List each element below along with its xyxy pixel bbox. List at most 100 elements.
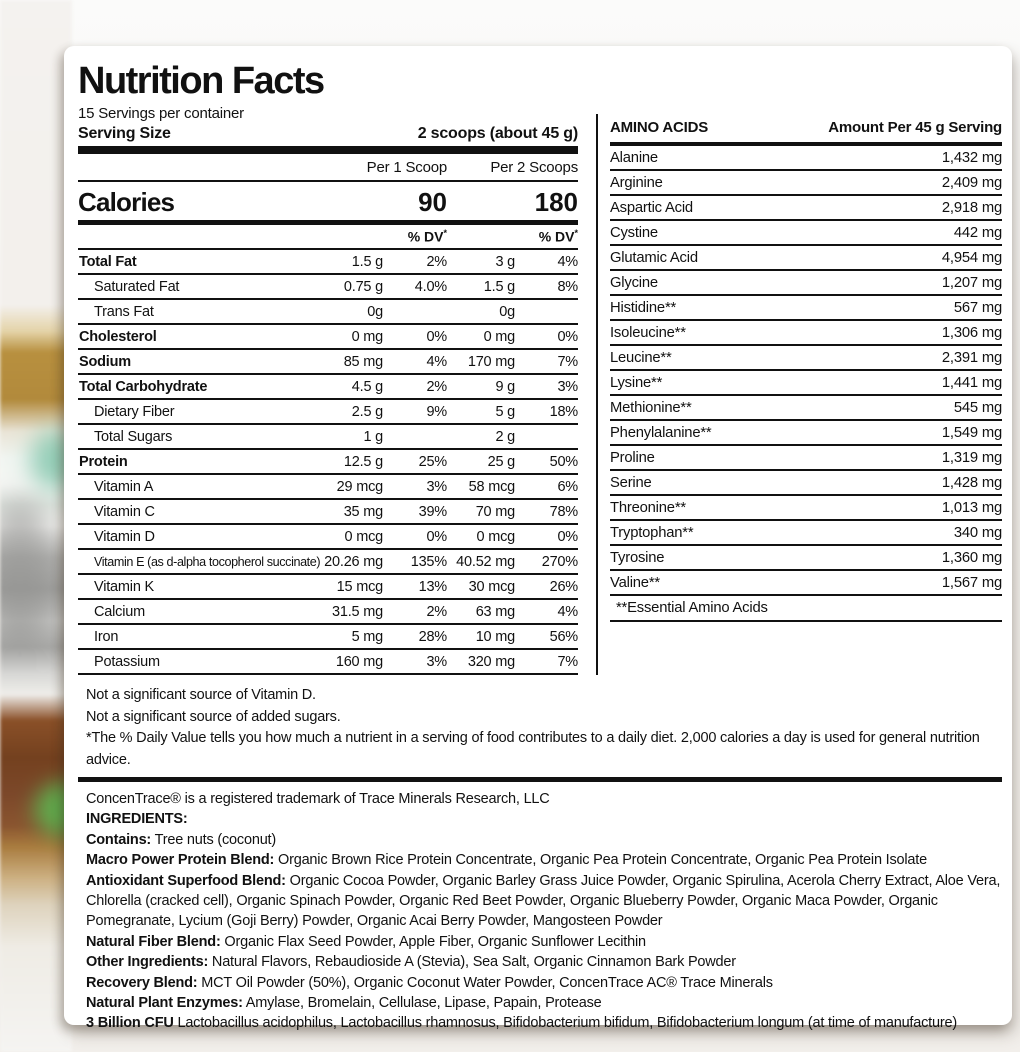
tables-section: Nutrition Facts 15 Servings per containe…: [78, 58, 1002, 675]
dv-per-1-scoop: 135%: [410, 553, 447, 570]
ingredient-blend-name: Macro Power Protein Blend:: [86, 852, 275, 869]
amino-acid-name: Alanine: [610, 149, 658, 166]
ingredient-blend-name: Other Ingredients:: [86, 954, 209, 971]
dv-per-2-scoops: 50%: [549, 453, 579, 470]
nutrient-name: Vitamin D: [94, 528, 155, 545]
amount-per-2-scoops: 70 mg: [475, 503, 516, 520]
blurred-label-text: [0, 500, 50, 650]
ingredient-blend-name: Natural Fiber Blend:: [86, 933, 221, 950]
amount-per-1-scoop: 20.26 mg: [324, 553, 383, 570]
amino-acid-name: Tyrosine: [610, 549, 665, 566]
amino-acid-amount: 1,319 mg: [941, 449, 1002, 466]
serving-size-label: Serving Size: [78, 125, 171, 142]
nutrient-row: Total Fat 1.5 g 2% 3 g 4%: [78, 250, 578, 275]
amount-per-1-scoop: 4.5 g: [351, 378, 383, 395]
amino-acid-amount: 545 mg: [953, 399, 1002, 416]
amount-per-1-scoop: 29 mcg: [336, 478, 384, 495]
nutrient-name: Vitamin C: [94, 503, 155, 520]
ingredients-lines: Contains: Tree nuts (coconut) Macro Powe…: [86, 830, 1002, 1034]
nutrient-row: Potassium 160 mg 3% 320 mg 7%: [78, 650, 578, 675]
nutrition-facts-panel: Nutrition Facts 15 Servings per containe…: [64, 46, 1012, 1031]
serving-size-row: Serving Size 2 scoops (about 45 g): [78, 125, 578, 143]
thick-rule: [78, 146, 578, 154]
nutrient-row: Sodium 85 mg 4% 170 mg 7%: [78, 350, 578, 375]
amount-per-1-scoop: 1 g: [363, 428, 383, 445]
amino-acid-amount: 2,391 mg: [941, 349, 1002, 366]
amount-per-2-scoops: 30 mcg: [468, 578, 516, 595]
dv-per-2-scoops: 6%: [557, 478, 578, 495]
amount-per-1-scoop: 1.5 g: [351, 253, 383, 270]
dv-per-2-scoops: 4%: [557, 603, 578, 620]
amino-acid-row: Glycine 1,207 mg: [610, 271, 1002, 296]
nutrient-name: Total Fat: [79, 253, 137, 270]
ingredient-line: Recovery Blend: MCT Oil Powder (50%), Or…: [86, 973, 1002, 993]
nutrient-name: Potassium: [94, 653, 160, 670]
amount-per-2-scoops: 0 mg: [483, 328, 516, 345]
ingredient-line: Other Ingredients: Natural Flavors, Reba…: [86, 952, 1002, 972]
amino-acid-amount: 2,409 mg: [941, 174, 1002, 191]
amino-acid-row: Lysine** 1,441 mg: [610, 371, 1002, 396]
ingredient-blend-items: Organic Brown Rice Protein Concentrate, …: [274, 852, 927, 869]
nutrient-name: Trans Fat: [94, 303, 154, 320]
nutrient-name: Cholesterol: [79, 328, 157, 345]
amino-acid-name: Isoleucine**: [610, 324, 686, 341]
amino-acid-row: Tryptophan** 340 mg: [610, 521, 1002, 546]
nutrient-name: Total Carbohydrate: [79, 378, 208, 395]
nutrient-row: Vitamin A 29 mcg 3% 58 mcg 6%: [78, 475, 578, 500]
amino-acid-name: Threonine**: [610, 499, 686, 516]
dv-per-2-scoops: 0%: [557, 528, 578, 545]
ingredient-blend-name: Recovery Blend:: [86, 974, 198, 991]
amino-acid-amount: 4,954 mg: [941, 249, 1002, 266]
dv-per-2-scoops: 0%: [557, 328, 578, 345]
nutrient-row: Trans Fat 0g 0g: [78, 300, 578, 325]
dv-per-1-scoop: 13%: [418, 578, 448, 595]
amount-per-2-scoops: 25 g: [487, 453, 516, 470]
dv-per-2-scoops: 26%: [549, 578, 579, 595]
nutrient-row: Dietary Fiber 2.5 g 9% 5 g 18%: [78, 400, 578, 425]
nutrient-name: Vitamin E (as d-alpha tocopherol succina…: [94, 554, 321, 569]
amino-acid-row: Tyrosine 1,360 mg: [610, 546, 1002, 571]
dv-per-1-scoop: 3%: [426, 478, 447, 495]
amino-acid-name: Phenylalanine**: [610, 424, 712, 441]
ingredient-blend-items: Tree nuts (coconut): [151, 831, 277, 848]
amount-per-1-scoop: 12.5 g: [343, 453, 383, 470]
nutrient-table-body: Total Fat 1.5 g 2% 3 g 4% Saturated Fat …: [78, 250, 578, 675]
amino-acid-amount: 567 mg: [953, 299, 1002, 316]
ingredient-blend-name: Antioxidant Superfood Blend:: [86, 872, 286, 889]
amino-acid-amount: 1,013 mg: [941, 499, 1002, 516]
dv-per-1-scoop: 2%: [426, 378, 447, 395]
amount-per-1-scoop: 15 mcg: [336, 578, 384, 595]
dv-per-1-scoop: 2%: [426, 603, 447, 620]
amino-acid-amount: 1,432 mg: [941, 149, 1002, 166]
amino-acid-row: Leucine** 2,391 mg: [610, 346, 1002, 371]
amount-per-1-scoop: 35 mg: [343, 503, 384, 520]
nutrient-name: Dietary Fiber: [94, 403, 175, 420]
amino-acid-amount: 1,360 mg: [941, 549, 1002, 566]
ingredient-line: 3 Billion CFU Lactobacillus acidophilus,…: [86, 1013, 1002, 1033]
amount-per-2-scoops: 9 g: [495, 378, 515, 395]
dv-per-2-scoops: 8%: [557, 278, 578, 295]
ingredient-blend-items: Lactobacillus acidophilus, Lactobacillus…: [173, 1015, 957, 1032]
dv-per-1-scoop: 9%: [426, 403, 447, 420]
ingredient-line: Antioxidant Superfood Blend: Organic Coc…: [86, 871, 1002, 932]
amino-amount-header: Amount Per 45 g Serving: [828, 119, 1002, 136]
nutrient-row: Iron 5 mg 28% 10 mg 56%: [78, 625, 578, 650]
amount-per-1-scoop: 0 mcg: [344, 528, 384, 545]
amino-acid-name: Glycine: [610, 274, 658, 291]
nutrient-row: Vitamin E (as d-alpha tocopherol succina…: [78, 550, 578, 575]
daily-value-headers-row: % DV* % DV*: [78, 225, 578, 250]
essential-amino-acids-note: **Essential Amino Acids: [610, 596, 1002, 622]
amino-acid-amount: 340 mg: [953, 524, 1002, 541]
dv-per-1-scoop: 3%: [426, 653, 447, 670]
amount-per-2-scoops: 320 mg: [467, 653, 515, 670]
per-2-scoops-header: Per 2 Scoops: [490, 158, 578, 176]
amount-per-1-scoop: 5 mg: [351, 628, 384, 645]
amino-acid-name: Methionine**: [610, 399, 692, 416]
calories-row: Calories 90 180: [78, 182, 578, 225]
nutrient-row: Saturated Fat 0.75 g 4.0% 1.5 g 8%: [78, 275, 578, 300]
amount-per-2-scoops: 63 mg: [475, 603, 516, 620]
amino-acid-name: Tryptophan**: [610, 524, 694, 541]
amino-acid-row: Arginine 2,409 mg: [610, 171, 1002, 196]
nutrient-row: Total Sugars 1 g 2 g: [78, 425, 578, 450]
amino-acid-row: Methionine** 545 mg: [610, 396, 1002, 421]
